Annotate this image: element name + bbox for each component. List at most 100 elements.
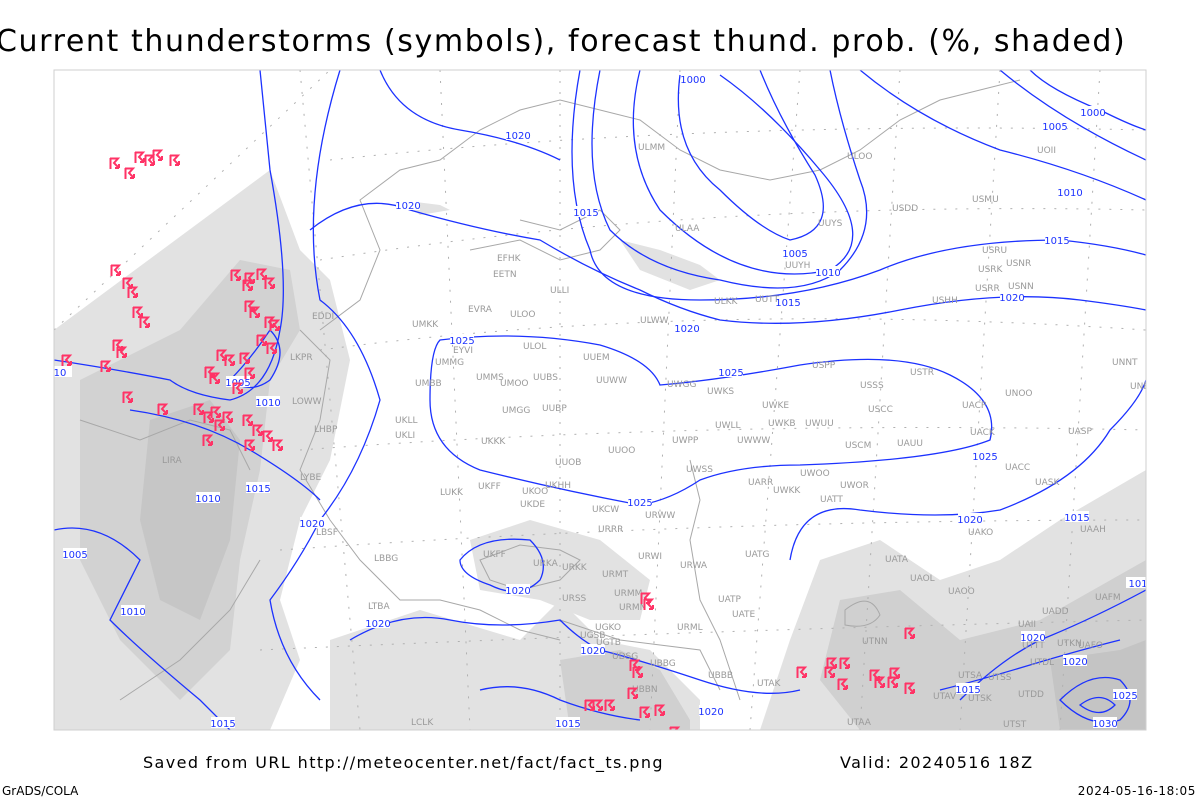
station-label: UATP — [718, 595, 742, 605]
valid-time-text: Valid: 20240516 18Z — [840, 753, 1034, 772]
station-label: UUTT — [755, 295, 780, 305]
station-label: EYVI — [453, 346, 473, 356]
thunderstorm-symbol-icon — [242, 279, 254, 291]
station-label: UAOO — [948, 587, 975, 597]
station-label: UUYS — [818, 219, 843, 229]
thunderstorm-symbol-icon — [224, 354, 236, 366]
station-label: UBBN — [632, 685, 658, 695]
thunderstorm-symbol-icon — [169, 154, 181, 166]
station-label: ULOL — [523, 342, 546, 352]
station-label: LKPR — [290, 353, 313, 363]
station-label: UAII — [1018, 620, 1036, 630]
thunderstorm-symbol-icon — [203, 411, 215, 423]
thunderstorm-symbol-icon — [122, 391, 134, 403]
station-label: UTSS — [988, 673, 1012, 683]
station-label: LUKK — [440, 488, 464, 498]
map-title: Current thunderstorms (symbols), forecas… — [0, 24, 1127, 59]
isobar-label: 1020 — [580, 646, 605, 657]
thunderstorm-symbol-icon — [134, 151, 146, 163]
isobar-label: 1010 — [815, 268, 840, 279]
station-label: UWKE — [762, 401, 789, 411]
station-label: LIRA — [162, 456, 183, 466]
station-label: UMOO — [500, 379, 529, 389]
thunderstorm-symbol-icon — [904, 627, 916, 639]
thunderstorm-symbol-icon — [109, 157, 121, 169]
station-label: UWKB — [768, 419, 796, 429]
station-label: UWLL — [715, 421, 741, 431]
station-label: UTDL — [1030, 658, 1054, 668]
station-label: UWWW — [737, 436, 770, 446]
thunderstorm-symbol-icon — [627, 687, 639, 699]
station-label: USMU — [972, 195, 999, 205]
thunderstorm-symbol-icon — [904, 682, 916, 694]
thunderstorm-symbol-icon — [269, 319, 281, 331]
station-label: UTNN — [862, 637, 888, 647]
station-label: USDD — [892, 204, 918, 214]
station-label: UTSK — [968, 694, 993, 704]
isobar-label: 1005 — [1042, 122, 1067, 133]
station-label: UMMG — [435, 358, 464, 368]
station-label: UTST — [1003, 720, 1027, 730]
isobar-label: 1020 — [299, 519, 324, 530]
station-label: UDSG — [612, 652, 638, 662]
lat-lon-grid — [54, 70, 1146, 730]
station-label: UKHH — [545, 481, 571, 491]
station-label: URMN — [619, 603, 646, 613]
thunderstorm-symbol-icon — [139, 316, 151, 328]
station-label: UUBP — [542, 404, 567, 414]
thunderstorm-symbol-icon — [869, 669, 881, 681]
coastlines-and-borders — [79, 79, 1021, 701]
isobar-label: 1015 — [1044, 236, 1069, 247]
station-label: LTBA — [368, 602, 390, 612]
station-label: UTDD — [1018, 690, 1044, 700]
isobar-label: 1020 — [957, 515, 982, 526]
station-label: URMM — [614, 589, 642, 599]
station-label: UKLL — [395, 416, 418, 426]
station-label: UWSS — [686, 465, 713, 475]
station-label: UAFO — [1078, 641, 1103, 651]
station-label: UTSA — [958, 671, 983, 681]
isobar-label: 1010 — [195, 494, 220, 505]
thunderstorm-symbol-icon — [124, 167, 136, 179]
thunderstorm-symbol-icon — [239, 352, 251, 364]
thunderstorm-symbol-icon — [132, 306, 144, 318]
station-label: USPP — [812, 361, 836, 371]
thunderstorm-symbol-icon — [244, 367, 256, 379]
isobar-label: 1000 — [1080, 108, 1105, 119]
isobar-label: 1020 — [505, 131, 530, 142]
thunderstorm-symbol-icon — [209, 372, 221, 384]
station-label: ULOO — [847, 152, 872, 162]
thunderstorm-symbol-icon — [232, 382, 244, 394]
generation-timestamp: 2024-05-16-18:05 — [1077, 784, 1196, 798]
station-label: UKCW — [592, 505, 619, 515]
thunderstorm-symbol-icon — [116, 346, 128, 358]
station-label: ULMM — [638, 143, 665, 153]
isobar-label: 1010 — [1057, 188, 1082, 199]
station-label: UATT — [820, 495, 843, 505]
isobar-label: 1020 — [674, 324, 699, 335]
isobar-label: 1020 — [1020, 633, 1045, 644]
thunderstorm-symbol-icon — [204, 366, 216, 378]
thunderstorm-symbol-icon — [837, 678, 849, 690]
isobar-label: 1005 — [782, 249, 807, 260]
isobar-label: 1015 — [955, 685, 980, 696]
thunderstorm-symbol-icon — [887, 676, 899, 688]
thunderstorm-symbol-icon — [826, 657, 838, 669]
station-label: ULLI — [550, 286, 569, 296]
source-url-text: Saved from URL http://meteocenter.net/fa… — [143, 753, 664, 772]
station-label: USRR — [975, 284, 1000, 294]
station-label: UGSB — [580, 631, 605, 641]
station-label: UUWW — [596, 376, 627, 386]
thunderstorm-symbol-icon — [640, 592, 652, 604]
station-label: UWUU — [805, 419, 834, 429]
isobar-label: 1010 — [255, 398, 280, 409]
station-label: UUEM — [583, 353, 610, 363]
thunderstorm-symbol-icon — [262, 430, 274, 442]
isobar-label: 1025 — [718, 368, 743, 379]
station-label: UGTB — [596, 638, 621, 648]
software-credit: GrADS/COLA — [2, 784, 79, 798]
thunderstorm-symbol-icon — [193, 403, 205, 415]
isobar-label: 1020 — [395, 201, 420, 212]
thunderstorm-symbol-icon — [629, 659, 641, 671]
